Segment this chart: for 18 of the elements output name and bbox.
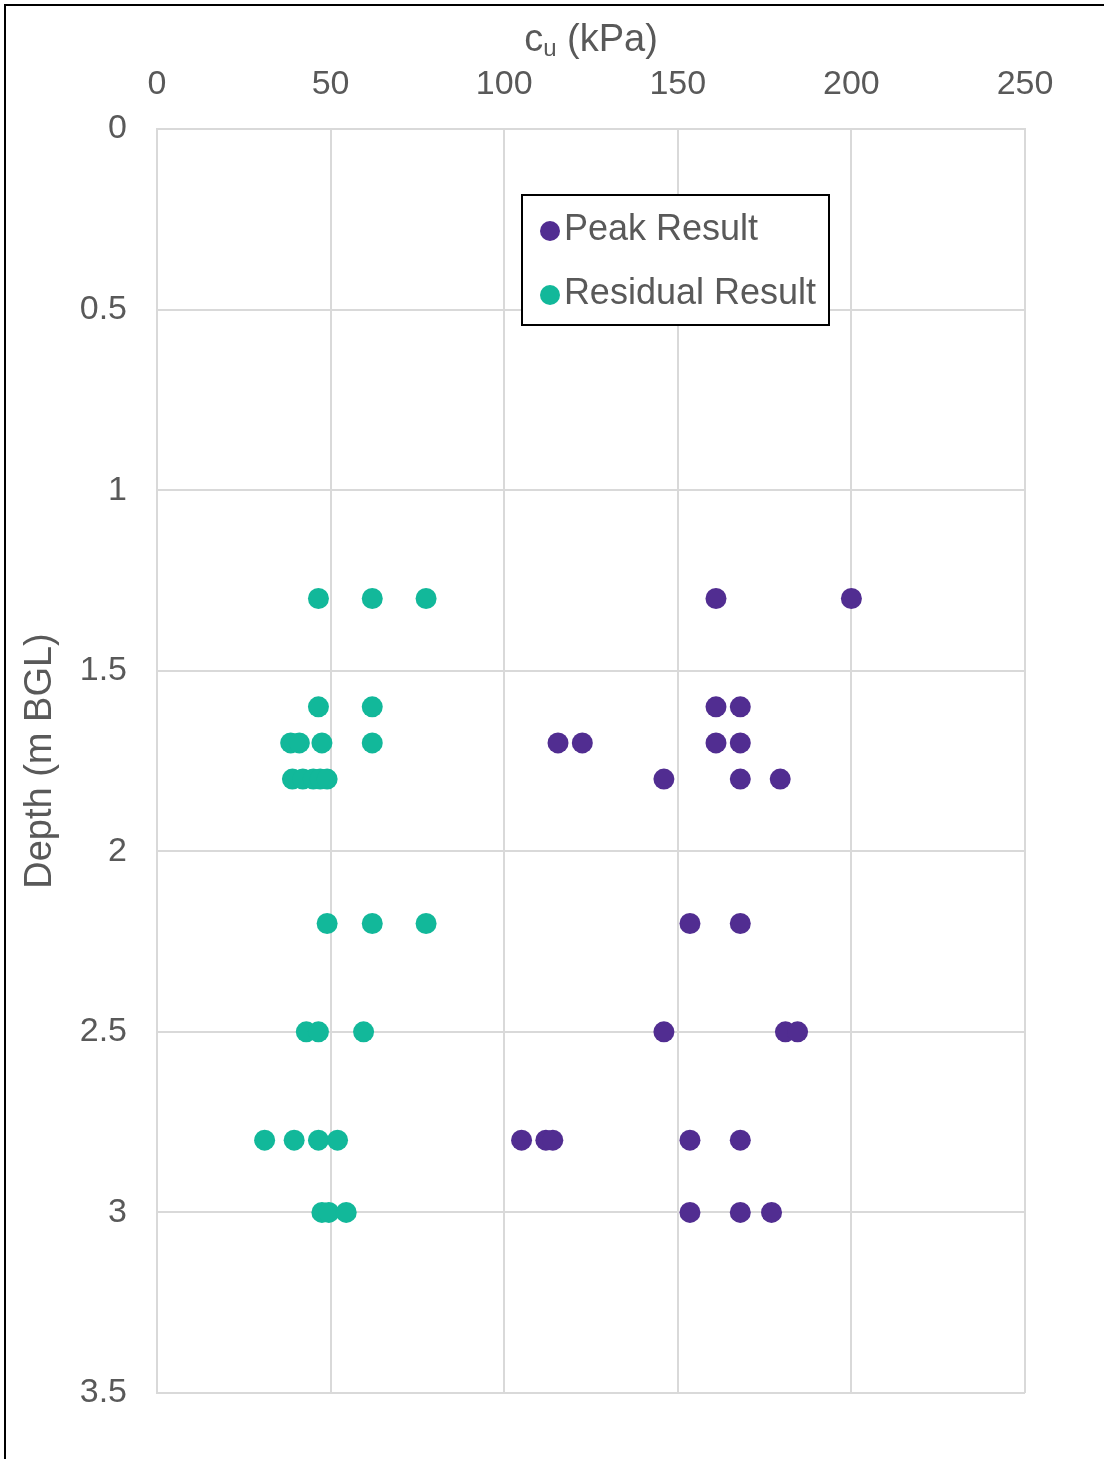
x-tick-label: 0: [147, 62, 167, 101]
legend-label: Residual Result: [563, 271, 816, 313]
y-tick-label: 2: [108, 829, 127, 868]
y-tick-label: 1: [108, 468, 127, 507]
x-tick-label: 100: [475, 62, 533, 101]
y-tick-label: 0.5: [79, 287, 127, 326]
x-tick-label: 150: [649, 62, 707, 101]
y-tick-label: 0: [108, 107, 127, 146]
x-tick-label: 200: [823, 62, 880, 101]
x-tick-label: 250: [996, 62, 1054, 101]
legend-label: Peak Result: [563, 207, 758, 249]
x-tick-label: 50: [311, 62, 350, 101]
y-tick-label: 3.5: [79, 1371, 127, 1410]
y-tick-label: 3: [108, 1190, 127, 1229]
y-tick-label: 1.5: [79, 649, 127, 688]
y-tick-label: 2.5: [79, 1010, 127, 1049]
y-axis-title: Depth (m BGL): [17, 633, 60, 889]
x-axis-title: c$_{u}$ (kPa): [524, 17, 658, 61]
